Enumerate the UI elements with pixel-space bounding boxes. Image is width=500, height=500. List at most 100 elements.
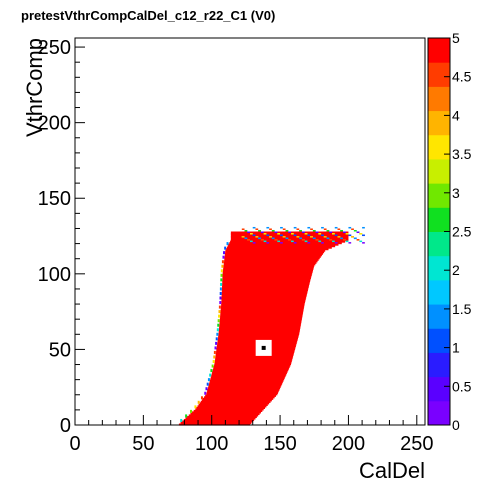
heatmap-cell	[269, 228, 272, 230]
marker-center	[261, 345, 266, 350]
heatmap-cell	[180, 418, 183, 422]
heatmap-cell	[252, 234, 256, 237]
heatmap-row	[224, 260, 318, 263]
heatmap-row	[222, 278, 311, 281]
axes: 0 50 100 150 200 250 0 50 100 150 200 250	[38, 37, 434, 455]
heatmap-row	[224, 257, 320, 260]
heatmap-row	[215, 355, 294, 358]
heatmap-cell	[323, 236, 327, 238]
heatmap-row	[219, 319, 302, 322]
heatmap-cell	[260, 231, 264, 234]
heatmap-cell	[218, 314, 221, 318]
heatmap-cell	[337, 236, 341, 238]
heatmap-row	[222, 284, 310, 287]
heatmap-cell	[244, 229, 248, 232]
heatmap-cell	[252, 226, 256, 229]
heatmap-row	[198, 403, 268, 406]
heatmap-row	[193, 409, 263, 412]
palette-swatch	[428, 86, 450, 112]
heatmap-row	[226, 246, 332, 249]
heatmap-row	[222, 270, 313, 273]
heatmap-cell	[247, 239, 250, 241]
heatmap-row	[211, 375, 286, 378]
z-tick-label: 3	[452, 185, 460, 201]
heatmap-cell	[220, 273, 223, 277]
palette-swatch	[428, 255, 450, 281]
heatmap-cell	[329, 231, 333, 234]
heatmap-cell	[220, 278, 223, 282]
heatmap-row	[207, 387, 281, 390]
palette-swatch	[428, 62, 450, 87]
heatmap-cell	[291, 240, 294, 243]
heatmap-row	[225, 249, 326, 252]
heatmap-cell	[215, 341, 218, 345]
heatmap-cell	[277, 233, 281, 235]
x-axis-label: CalDel	[359, 458, 425, 483]
heatmap-row	[212, 369, 289, 372]
heatmap-cell	[334, 226, 338, 229]
x-tick-label: 250	[400, 433, 433, 455]
heatmap-row	[215, 352, 294, 355]
heatmap-cell	[318, 240, 322, 243]
heatmap-cell	[274, 239, 278, 241]
palette-swatch	[428, 352, 450, 378]
heatmap-cell	[307, 234, 311, 237]
heatmap-row	[230, 234, 349, 237]
heatmap-cell	[269, 236, 272, 238]
heatmap-row	[200, 400, 271, 403]
heatmap-cell	[296, 236, 300, 238]
heatmap-cell	[334, 234, 338, 237]
heatmap-row	[207, 390, 279, 393]
heatmap-cell	[353, 237, 357, 240]
heatmap-row	[221, 293, 307, 296]
heatmap-cell	[304, 240, 308, 243]
palette-swatch	[428, 110, 450, 136]
heatmap-cell	[209, 373, 212, 377]
heatmap-row	[220, 307, 304, 310]
heatmap-cell	[212, 360, 215, 364]
heatmap-row	[213, 367, 289, 370]
heatmap-row	[215, 358, 293, 361]
heatmap-cell	[310, 228, 313, 230]
heatmap-cell	[280, 234, 283, 237]
heatmap-cell	[217, 319, 220, 323]
heatmap-cell	[219, 291, 222, 295]
heatmap-row	[223, 267, 314, 270]
heatmap-row	[221, 301, 306, 304]
heatmap-row	[209, 379, 284, 382]
heatmap-row	[220, 316, 303, 319]
heatmap-cell	[266, 226, 270, 229]
heatmap-row	[187, 415, 257, 419]
heatmap-row	[221, 299, 306, 302]
heatmap-row	[230, 237, 349, 240]
heatmap-row	[224, 254, 322, 257]
heatmap-row	[204, 396, 275, 399]
heatmap-row	[221, 288, 308, 292]
heatmap-row	[202, 397, 274, 400]
heatmap-cell	[288, 239, 292, 241]
heatmap-row	[220, 311, 304, 314]
heatmap-row	[217, 338, 298, 341]
heatmap-cell	[266, 234, 270, 237]
heatmap-row	[222, 279, 311, 282]
heatmap-row	[224, 255, 321, 258]
heatmap-row	[208, 385, 281, 388]
heatmap-cell	[293, 242, 297, 244]
heatmap-row	[196, 406, 266, 409]
heatmap-row	[209, 382, 283, 385]
heatmap-cell	[258, 229, 261, 232]
heatmap-row	[192, 411, 261, 414]
heatmap-cell	[315, 231, 319, 234]
heatmap-row	[221, 296, 307, 299]
heatmap-cell	[342, 231, 346, 234]
palette-swatch	[428, 279, 450, 305]
y-tick-label: 200	[38, 113, 71, 135]
heatmap-cell	[250, 233, 253, 235]
heatmap-row	[222, 276, 311, 279]
heatmap-row	[214, 360, 292, 363]
heatmap-row	[183, 418, 255, 422]
heatmap-row	[214, 364, 291, 367]
heatmap-row	[219, 320, 302, 323]
heatmap-cell	[213, 355, 216, 359]
palette-swatch	[428, 328, 450, 353]
